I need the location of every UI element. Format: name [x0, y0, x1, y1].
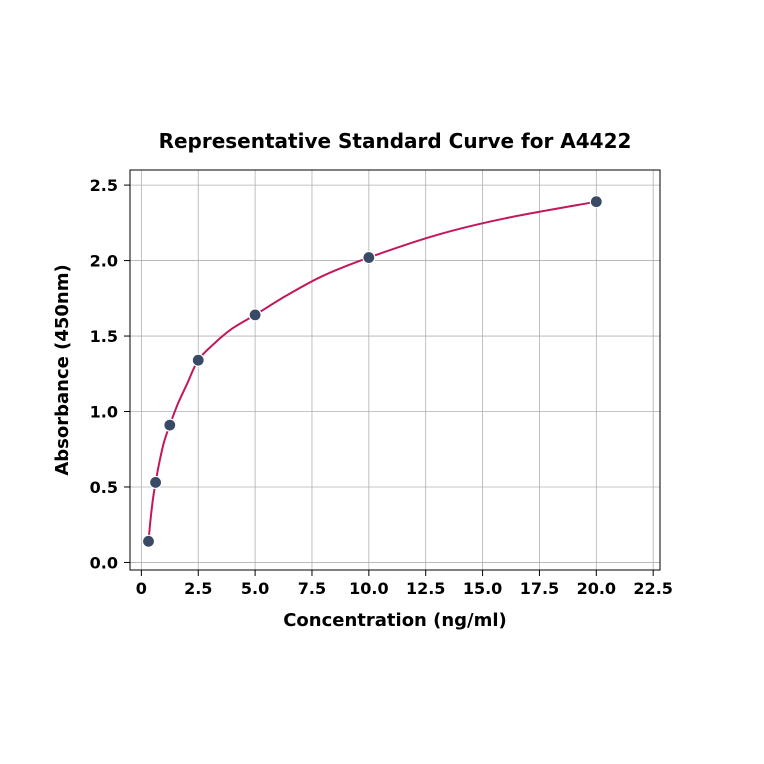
x-tick-label: 17.5 — [520, 579, 559, 598]
data-point — [363, 252, 375, 264]
y-tick-label: 1.0 — [90, 403, 118, 422]
data-point — [164, 419, 176, 431]
y-tick-label: 1.5 — [90, 327, 118, 346]
x-tick-label: 15.0 — [463, 579, 502, 598]
canvas-bg — [0, 0, 764, 764]
x-tick-label: 0 — [136, 579, 147, 598]
x-tick-label: 22.5 — [633, 579, 672, 598]
x-tick-label: 12.5 — [406, 579, 445, 598]
data-point — [142, 535, 154, 547]
y-tick-label: 0.0 — [90, 553, 118, 572]
x-tick-label: 5.0 — [241, 579, 269, 598]
data-point — [150, 476, 162, 488]
data-point — [192, 354, 204, 366]
chart-container: 0 2.5 5.0 7.5 10.0 12.5 15.0 17.5 20.0 22.5 0.0 0.5… — [0, 0, 764, 764]
y-tick-label: 2.5 — [90, 176, 118, 195]
chart-svg: 0 2.5 5.0 7.5 10.0 12.5 15.0 17.5 20.0 22.5 0.0 0.5… — [0, 0, 764, 764]
data-point — [590, 196, 602, 208]
x-axis-label: Concentration (ng/ml) — [283, 610, 507, 631]
y-axis-label: Absorbance (450nm) — [52, 264, 73, 475]
x-tick-label: 7.5 — [298, 579, 326, 598]
x-tick-label: 10.0 — [349, 579, 388, 598]
y-tick-label: 0.5 — [90, 478, 118, 497]
data-point — [249, 309, 261, 321]
chart-title: Representative Standard Curve for A4422 — [159, 129, 632, 153]
x-tick-label: 2.5 — [184, 579, 212, 598]
x-tick-label: 20.0 — [577, 579, 616, 598]
y-tick-label: 2.0 — [90, 252, 118, 271]
